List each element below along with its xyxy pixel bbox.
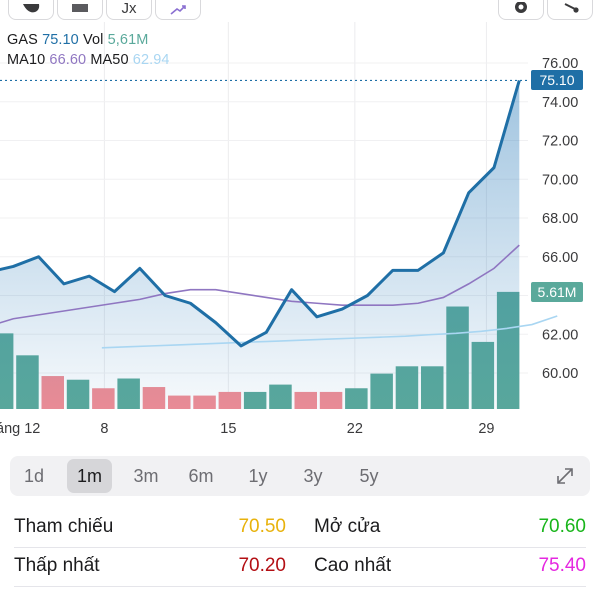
open-label: Mở cửa [314,516,381,537]
price-area [0,80,520,409]
y-tick-label: 70.00 [542,172,578,188]
y-tick-label: 74.00 [542,95,578,111]
x-tick-label: 29 [478,421,494,437]
timeframe-5y[interactable]: 5y [359,465,379,486]
y-tick-label: 62.00 [542,327,578,343]
ma-legend: MA10 66.60 MA50 62.94 [7,52,170,68]
settings-icon [515,2,527,13]
indicator-button[interactable]: Jx [106,0,152,20]
hand-icon [23,4,40,13]
y-tick-label: 60.00 [542,366,578,382]
drawing-tool-button[interactable] [8,0,54,20]
timeframe-1m[interactable]: 1m [67,459,112,493]
timeframe-1d[interactable]: 1d [23,465,45,486]
price-chart[interactable]: 76.0074.0072.0070.0068.0066.0064.0062.00… [0,22,600,442]
x-tick-label: 15 [220,421,236,437]
stats-row-1: Tham chiếu 70.50 Mở cửa 70.60 [0,510,600,548]
chart-canvas[interactable]: 76.0074.0072.0070.0068.0066.0064.0062.00… [0,22,600,442]
x-tick-label: áng 12 [0,421,40,437]
timeframe-3m[interactable]: 3m [133,465,159,486]
ma10-line [0,244,520,324]
stats-divider [14,586,586,587]
y-tick-label: 68.00 [542,211,578,227]
function-icon: Jx [121,0,137,17]
timeframe-1y[interactable]: 1y [248,465,268,486]
volume-tag: 5.61M [531,281,583,302]
y-tick-label: 66.00 [542,250,578,266]
layout-button[interactable] [57,0,103,20]
volume-value: 5,61M [107,32,149,48]
share-icon [564,3,579,13]
share-button[interactable] [547,0,593,20]
symbol-label: GAS [7,32,38,48]
y-tick-label: 76.00 [542,56,578,72]
y-tick-label: 72.00 [542,134,578,150]
ma50-label: MA50 [90,52,129,68]
x-tick-label: 22 [347,421,363,437]
timeframe-3y[interactable]: 3y [303,465,323,486]
volume-label: Vol [83,32,104,48]
price-legend: GAS 75.10 Vol 5,61M [7,32,148,48]
stats-row-2: Thấp nhất 70.20 Cao nhất 75.40 [0,549,600,587]
low-value: 70.20 [238,555,286,576]
timeframe-selector: 1d 1m 3m 6m 1y 3y 5y [10,456,590,496]
ma10-value: 66.60 [49,52,87,68]
high-value: 75.40 [538,555,586,576]
ma10-label: MA10 [7,52,46,68]
low-label: Thấp nhất [14,555,100,576]
stats-divider [14,547,586,548]
x-tick-label: 8 [100,421,108,437]
layout-icon [72,4,88,12]
settings-button[interactable] [498,0,544,20]
trend-button[interactable] [155,0,201,20]
high-label: Cao nhất [314,555,392,576]
trend-icon [170,5,186,15]
chart-toolbar: Jx [0,0,600,22]
reference-value: 70.50 [238,516,286,537]
price-line [0,80,521,348]
ma50-value: 62.94 [132,52,170,68]
timeframe-6m[interactable]: 6m [188,465,214,486]
ma50-line [101,315,558,349]
price-value: 75.10 [42,32,79,48]
last-price-tag: 75.10 [531,70,583,91]
expand-icon[interactable] [554,465,576,487]
reference-label: Tham chiếu [14,516,114,537]
open-value: 70.60 [538,516,586,537]
